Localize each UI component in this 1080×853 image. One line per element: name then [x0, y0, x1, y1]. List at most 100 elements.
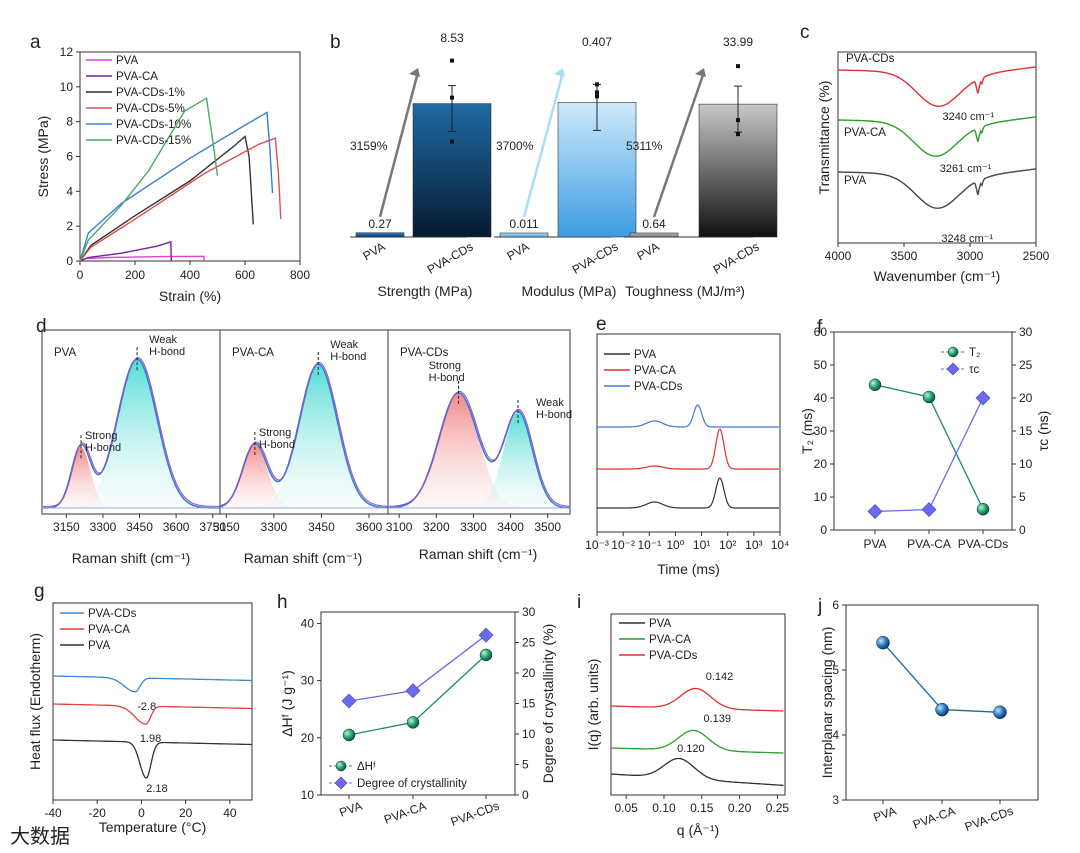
panel-g-xtick-label: 40	[223, 806, 237, 820]
panel-f-t2-point	[976, 502, 990, 516]
panel-f-tauc-line	[874, 397, 984, 513]
panel-b-arrowhead	[554, 68, 565, 77]
panel-g-dsc-curve	[53, 703, 252, 725]
panel-g-xtick-label: 20	[179, 806, 193, 820]
panel-a-ytick-label: 8	[66, 115, 73, 129]
panel-j-ylabel: Interplanar spacing (nm)	[819, 627, 835, 779]
panel-f-frame	[833, 331, 1013, 531]
panel-j-category-label: PVA-CA	[911, 804, 957, 832]
panel-a-ylabel: Stress (MPa)	[35, 116, 51, 198]
panel-i-xtick-label: 0.20	[728, 801, 752, 815]
panel-b-arrowhead	[409, 68, 420, 77]
panel-b-increase-arrow	[378, 71, 420, 218]
panel-d-hbond-label: Weak	[149, 334, 177, 346]
panel-d-xtick-label: 3450	[126, 520, 153, 534]
panel-g-dsc-curve	[53, 739, 252, 779]
panel-f-t2-point	[922, 390, 936, 404]
panel-g-dsc-curve	[53, 675, 252, 693]
panel-f-ytick-right-label: 10	[1019, 457, 1033, 471]
panel-j-category-label: PVA-CDs	[963, 804, 1015, 834]
panel-e-xtick-label: 10⁻²	[611, 538, 635, 552]
panel-d-subplot-frame	[387, 329, 571, 515]
panel-d-xtick-label: 3600	[356, 520, 383, 534]
panel-a-legend-label: PVA-CDs-15%	[116, 135, 191, 147]
panel-f-tauc-point	[921, 502, 937, 517]
panel-d-fit-sum	[389, 390, 571, 507]
panel-b-group-title: Modulus (MPa)	[522, 283, 617, 299]
panel-b-bar	[629, 232, 679, 238]
panel-b-value-label: 33.99	[723, 35, 753, 49]
panel-g-legend-label: PVA-CA	[88, 624, 130, 636]
panel-d-label: d	[36, 316, 47, 337]
panel-e-curve	[597, 404, 779, 428]
panel-d-fit-peak-fill	[220, 364, 388, 508]
panel-a-legend-label: PVA-CDs-10%	[116, 119, 191, 131]
panel-c-peak-label: 3240 cm⁻¹	[942, 111, 994, 123]
panel-f-ytick-left-label: 10	[814, 490, 828, 504]
panel-b-datapoint	[736, 132, 740, 137]
panel-d-hbond-label: Weak	[536, 397, 564, 409]
panel-c-peak-label: 3261 cm⁻¹	[940, 163, 992, 175]
panel-a-legend-label: PVA	[116, 55, 138, 67]
panel-f-ytick-right-label: 5	[1019, 490, 1026, 504]
panel-a-legend-label: PVA-CA	[116, 71, 158, 83]
panel-j-ytick-label: 4	[832, 728, 839, 742]
panel-h-ytick-right-label: 10	[522, 727, 536, 741]
panel-d-xlabel: Raman shift (cm⁻¹)	[419, 546, 538, 562]
panel-e-label: e	[596, 314, 607, 335]
panel-b-bar	[355, 232, 405, 238]
panel-f-ytick-left-label: 20	[814, 457, 828, 471]
panel-c-xlabel: Wavenumber (cm⁻¹)	[874, 268, 1001, 284]
panel-i-ylabel: I(q) (arb. units)	[585, 659, 601, 751]
panel-c-xtick-label: 3000	[957, 249, 984, 263]
panel-f-ytick-left-label: 60	[814, 325, 828, 339]
panel-f-ytick-left-label: 50	[814, 358, 828, 372]
panel-b-value-label: 0.011	[509, 217, 538, 231]
panel-d-xtick-label: 3100	[386, 520, 413, 534]
panel-e-legend-label: PVA-CA	[634, 365, 676, 377]
panel-d-hbond-label: H-bond	[259, 439, 295, 451]
panel-h-dh-point	[406, 716, 420, 729]
panel-h-crystallinity-point	[478, 627, 494, 643]
panel-h-ytick-left-label: 10	[301, 788, 315, 802]
panel-e-legend-label: PVA-CDs	[634, 381, 683, 393]
panel-h-ytick-left-label: 20	[301, 731, 315, 745]
panel-a-ytick-label: 6	[66, 150, 73, 164]
panel-c-peak-label: 3248 cm⁻¹	[941, 233, 993, 245]
panel-b-group-title: Toughness (MJ/m³)	[625, 283, 745, 299]
panel-f-legend-marker	[947, 346, 959, 358]
panel-h-ylabel-left: ΔHᶠ (J g⁻¹)	[279, 670, 295, 737]
panel-g-xlabel: Temperature (°C)	[99, 819, 207, 835]
panel-g-xtick-label: -20	[89, 806, 107, 820]
panel-f-ytick-right-label: 15	[1019, 424, 1033, 438]
panel-b-category: PVA-CDs	[425, 239, 476, 276]
panel-b-value-label: 0.27	[368, 217, 392, 231]
panel-i-legend-label: PVA	[649, 618, 671, 630]
panel-d-fit-sum	[43, 357, 221, 507]
panel-h-ytick-right-label: 0	[522, 788, 529, 802]
panel-i-frame	[610, 613, 786, 796]
panel-j-ytick-label: 3	[832, 793, 839, 807]
panel-j-category-label: PVA	[872, 804, 899, 825]
panel-d-fit-sum	[220, 362, 389, 507]
panel-e-curve	[597, 428, 779, 470]
panel-g-label: g	[34, 581, 45, 602]
panel-c-spectrum	[838, 116, 1037, 157]
panel-b-bar	[499, 232, 549, 238]
panel-b-category: PVA	[634, 239, 661, 263]
panel-b-datapoint	[595, 94, 599, 99]
panel-d-hbond-label: Strong	[429, 360, 461, 372]
panel-d-xtick-label: 3300	[460, 520, 487, 534]
panel-g-peak-label: 2.18	[146, 783, 167, 795]
panel-i-saxs-curve	[611, 729, 784, 754]
panel-b-category: PVA	[360, 239, 387, 263]
panel-f-tauc-point	[867, 504, 883, 519]
panel-d-xtick-label: 3400	[497, 520, 524, 534]
panel-d-subplot-title: PVA	[54, 347, 76, 359]
panel-d-xlabel: Raman shift (cm⁻¹)	[244, 550, 363, 566]
panel-f-ytick-left-label: 30	[814, 424, 828, 438]
panel-b-group-title: Strength (MPa)	[378, 283, 473, 299]
panel-e-xtick-label: 10⁴	[771, 538, 790, 552]
panel-f-t2-line	[874, 384, 984, 510]
panel-a-xtick-label: 600	[235, 268, 255, 282]
